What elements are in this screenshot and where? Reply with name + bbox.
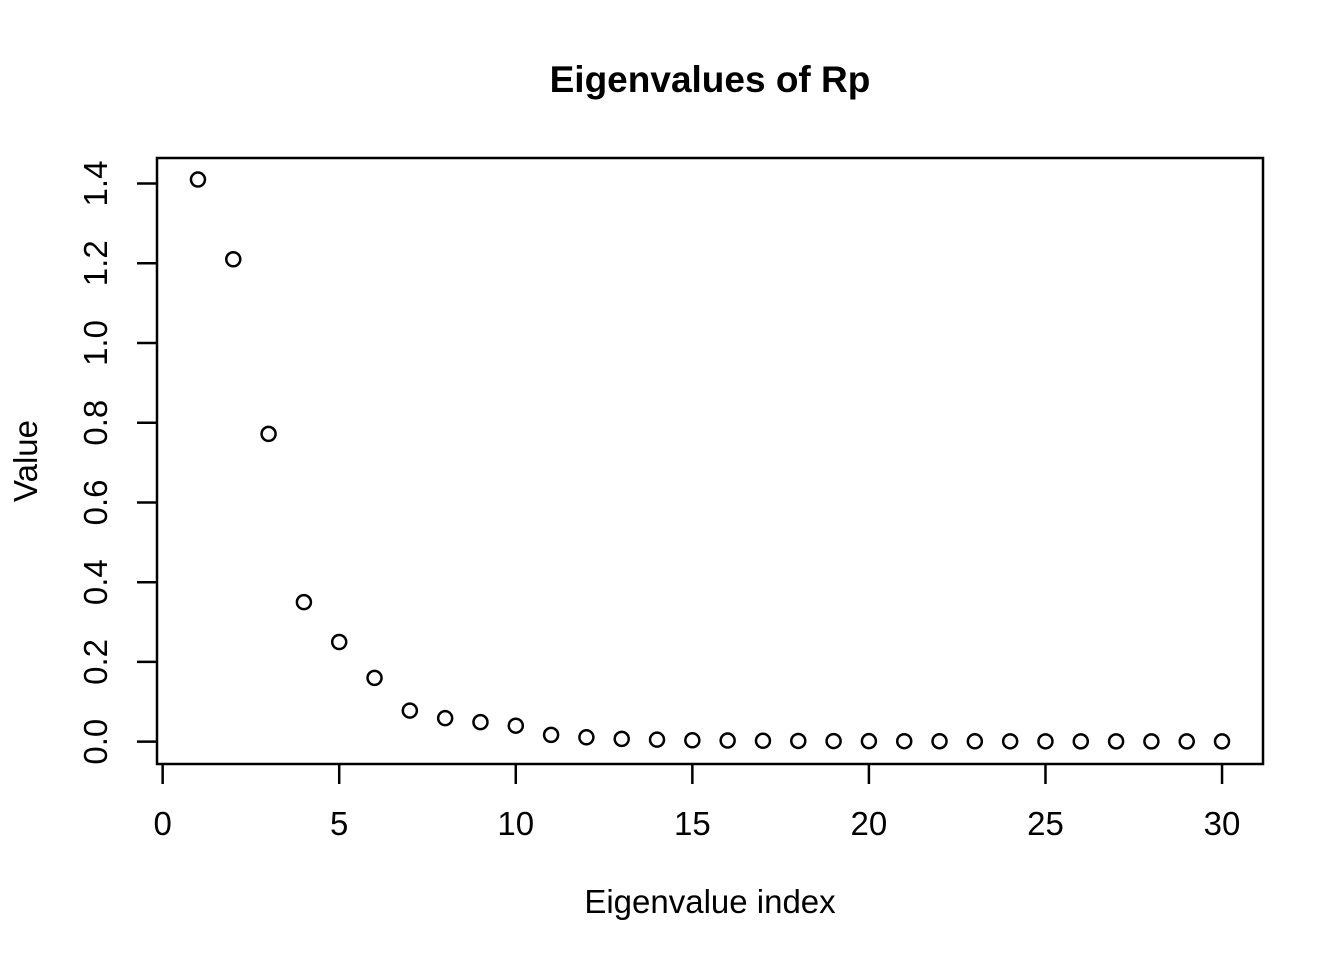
- data-point: [472, 713, 489, 731]
- y-tick-label: 1.2: [77, 240, 114, 286]
- data-point: [931, 732, 948, 750]
- y-tick-label: 0.2: [77, 639, 114, 685]
- y-tick-label: 0.0: [77, 719, 114, 765]
- data-points: [189, 171, 1231, 750]
- data-point: [189, 171, 207, 188]
- data-point: [507, 717, 525, 734]
- data-point: [225, 251, 242, 268]
- data-point: [895, 732, 913, 750]
- data-point: [825, 732, 842, 750]
- data-point: [1143, 733, 1160, 750]
- y-tick-label: 0.8: [77, 400, 114, 446]
- x-tick-label: 25: [1027, 805, 1064, 842]
- data-point: [860, 732, 878, 750]
- x-axis-title: Eigenvalue index: [584, 883, 836, 920]
- y-axis-ticks: [137, 182, 157, 743]
- x-tick-label: 30: [1204, 805, 1241, 842]
- x-tick-label: 20: [851, 805, 888, 842]
- data-point: [1213, 733, 1231, 750]
- data-point: [1178, 733, 1195, 750]
- x-tick-label: 5: [330, 805, 348, 842]
- y-tick-label: 0.6: [77, 480, 114, 526]
- chart-title: Eigenvalues of Rp: [550, 59, 871, 100]
- plot-box: [155, 156, 1265, 766]
- y-tick-label: 1.4: [77, 161, 114, 207]
- x-axis-tick-labels: 0 5 10 15 20 25 30: [153, 805, 1240, 842]
- data-point: [578, 729, 595, 746]
- data-point: [1037, 733, 1054, 750]
- x-axis-ticks: [161, 764, 1224, 784]
- x-tick-label: 10: [497, 805, 534, 842]
- data-point: [436, 709, 454, 727]
- data-point: [330, 633, 348, 651]
- data-point: [295, 593, 313, 611]
- data-point: [1001, 733, 1019, 750]
- data-point: [1072, 733, 1090, 750]
- x-tick-label: 0: [153, 805, 171, 842]
- data-point: [1107, 733, 1125, 750]
- data-point: [648, 731, 666, 748]
- y-axis-title: Value: [7, 420, 44, 502]
- data-point: [754, 732, 772, 750]
- data-point: [260, 425, 277, 443]
- data-point: [613, 730, 630, 748]
- y-tick-label: 0.4: [77, 559, 114, 605]
- data-point: [719, 732, 736, 749]
- data-point: [790, 732, 807, 750]
- y-axis-tick-labels: 0.0 0.2 0.4 0.6 0.8 1.0 1.2 1.4: [77, 161, 114, 765]
- data-point: [542, 726, 560, 744]
- x-tick-label: 15: [674, 805, 711, 842]
- data-point: [401, 702, 419, 719]
- y-tick-label: 1.0: [77, 320, 114, 366]
- data-point: [366, 669, 383, 687]
- data-point: [966, 733, 984, 750]
- data-point: [684, 732, 701, 749]
